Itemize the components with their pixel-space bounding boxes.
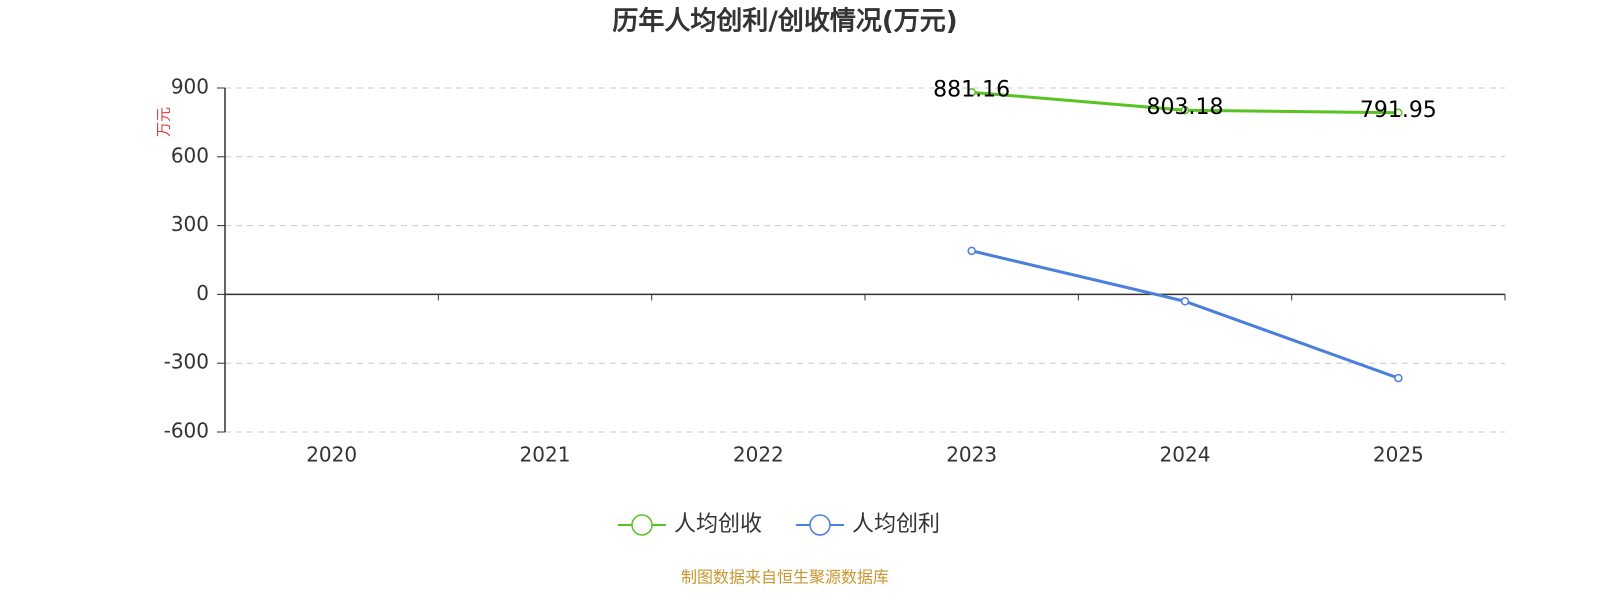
data-point	[1180, 297, 1190, 306]
legend-marker	[631, 514, 653, 536]
legend-item: 人均创利	[796, 512, 940, 537]
legend-label: 人均创利	[852, 512, 940, 537]
y-axis-label: 万元	[155, 107, 173, 137]
data-point	[1394, 373, 1403, 383]
y-tick-label: 900	[171, 75, 209, 99]
x-tick-label: 2024	[1160, 443, 1211, 467]
data-label: 791.95	[1360, 98, 1437, 123]
data-point	[1180, 105, 1190, 115]
source-note: 制图数据来自恒生聚源数据库	[681, 568, 889, 587]
legend-item: 人均创收	[618, 512, 762, 537]
x-tick-label: 2020	[306, 443, 357, 467]
legend-label: 人均创收	[674, 512, 762, 537]
x-tick-label: 2022	[733, 443, 784, 467]
data-point	[967, 88, 976, 97]
y-tick-label: 0	[196, 281, 209, 305]
legend-marker	[809, 514, 831, 536]
x-tick-label: 2025	[1373, 443, 1424, 467]
x-tick-label: 2021	[520, 443, 571, 467]
series-line	[971, 249, 1399, 380]
data-label: 881.16	[933, 77, 1010, 102]
y-tick-label: 600	[171, 143, 209, 167]
y-tick-label: 300	[171, 212, 209, 236]
y-tick-label: -300	[164, 350, 209, 374]
y-tick-label: -600	[164, 419, 209, 443]
data-point	[1394, 108, 1403, 118]
chart-title: 历年人均创利/创收情况(万元)	[612, 6, 957, 37]
data-point	[967, 246, 976, 256]
data-label: 803.18	[1147, 95, 1224, 120]
x-tick-label: 2023	[946, 443, 997, 467]
